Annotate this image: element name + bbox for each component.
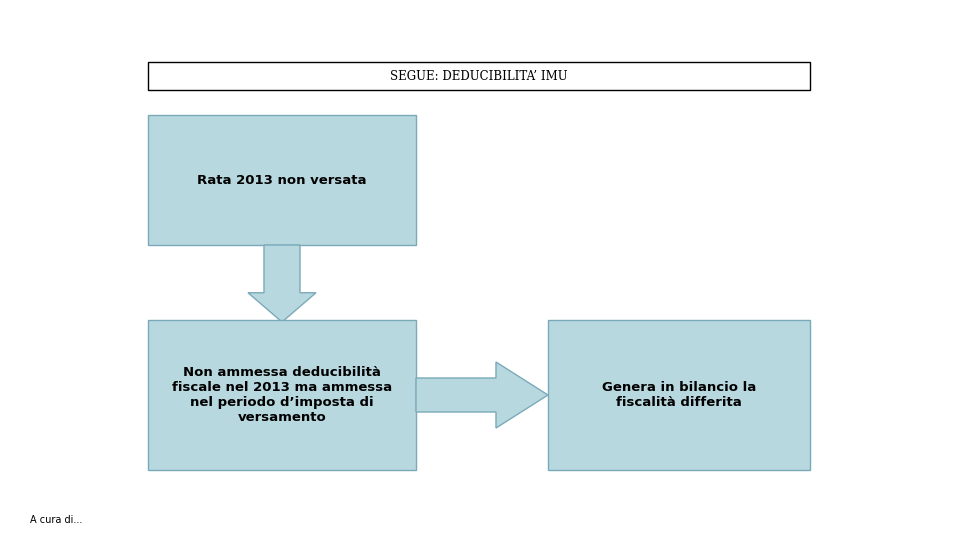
FancyBboxPatch shape — [148, 62, 810, 90]
Text: SEGUE: DEDUCIBILITA’ IMU: SEGUE: DEDUCIBILITA’ IMU — [390, 70, 567, 83]
FancyBboxPatch shape — [148, 320, 416, 470]
Text: Non ammessa deducibilità
fiscale nel 2013 ma ammessa
nel periodo d’imposta di
ve: Non ammessa deducibilità fiscale nel 201… — [172, 366, 392, 424]
FancyBboxPatch shape — [548, 320, 810, 470]
Text: A cura di...: A cura di... — [30, 515, 83, 525]
FancyBboxPatch shape — [148, 115, 416, 245]
Text: Rata 2013 non versata: Rata 2013 non versata — [197, 173, 367, 186]
Text: Genera in bilancio la
fiscalità differita: Genera in bilancio la fiscalità differit… — [602, 381, 756, 409]
Polygon shape — [416, 362, 548, 428]
Polygon shape — [248, 245, 316, 322]
